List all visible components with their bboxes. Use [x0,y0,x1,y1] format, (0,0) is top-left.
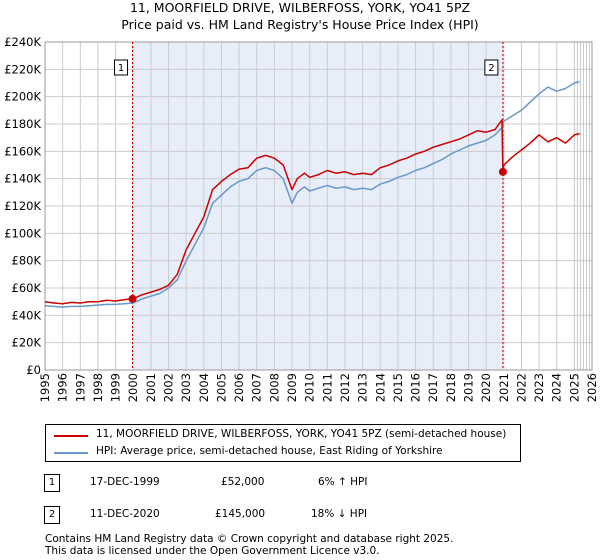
price-chart: £0 £20K £40K £60K £80K £100K £120K £140K £160K £1… [4,35,599,402]
transaction-row: 2 11-DEC-2020 £145,000 18% ↓ HPI [0,506,600,526]
y-tick-label: £40K [12,308,42,322]
x-tick-label: 2022 [514,373,528,402]
x-tick-label: 2013 [356,373,370,402]
x-tick-label: 2000 [126,373,140,402]
x-tick-label: 2026 [585,373,599,402]
y-tick-label: £100K [4,226,41,240]
y-tick-label: £80K [12,254,42,268]
y-tick-label: £140K [4,172,41,186]
x-tick-label: 2005 [214,373,228,402]
sale-marker-label: 1 [118,63,124,74]
x-tick-label: 2002 [162,373,176,402]
x-tick-label: 2019 [461,373,475,402]
transaction-number: 1 [44,474,60,492]
sale-point [498,167,507,176]
legend-hpi-line [54,452,88,454]
sale-marker-box [114,59,129,76]
y-tick-label: £120K [4,199,41,213]
transaction-date: 11-DEC-2020 [90,508,160,520]
x-tick-label: 1998 [91,373,105,402]
x-tick-label: 1995 [38,373,52,402]
footer-licence: This data is licensed under the Open Gov… [45,545,380,557]
x-tick-label: 2025 [567,373,581,402]
legend-hpi-label: HPI: Average price, semi-detached house,… [96,445,443,457]
hpi-line [44,80,580,308]
transaction-price: £145,000 [215,508,266,520]
sale-marker-label: 2 [488,63,494,74]
transaction-hpi-diff: 6% ↑ HPI [318,476,368,488]
x-tick-label: 1996 [56,373,70,402]
sale-point [128,294,137,303]
transaction-row: 1 17-DEC-1999 £52,000 6% ↑ HPI [0,474,600,494]
x-tick-label: 2016 [409,373,423,402]
y-tick-label: £160K [4,144,41,158]
plot-frame [44,41,593,371]
x-tick-label: 2006 [232,373,246,402]
y-tick-label: £20K [12,336,42,350]
x-tick-label: 2010 [303,373,317,402]
legend: 11, MOORFIELD DRIVE, WILBERFOSS, YORK, Y… [45,424,521,462]
x-tick-label: 2014 [373,373,387,402]
x-tick-label: 2011 [320,373,334,402]
legend-property-label: 11, MOORFIELD DRIVE, WILBERFOSS, YORK, Y… [96,428,507,440]
x-tick-label: 1997 [73,373,87,402]
x-tick-label: 2015 [391,373,405,402]
footer-copyright: Contains HM Land Registry data © Crown c… [45,533,454,545]
transaction-date: 17-DEC-1999 [90,476,160,488]
x-tick-label: 2004 [197,373,211,402]
x-tick-label: 2023 [532,373,546,402]
x-tick-label: 2008 [267,373,281,402]
x-tick-label: 2024 [550,373,564,402]
y-tick-label: £200K [4,90,41,104]
chart-subtitle: Price paid vs. HM Land Registry's House … [121,17,479,32]
y-tick-label: £180K [4,117,41,131]
x-tick-label: 2020 [479,373,493,402]
x-tick-label: 2009 [285,373,299,402]
y-tick-label: £60K [12,281,42,295]
x-tick-label: 2018 [444,373,458,402]
y-tick-label: £240K [4,35,41,49]
x-tick-label: 2021 [497,373,511,402]
transaction-price: £52,000 [221,476,265,488]
y-tick-label: £220K [4,62,41,76]
x-tick-label: 2012 [338,373,352,402]
property-price-line [44,119,580,305]
transaction-number: 2 [44,506,60,524]
x-tick-label: 2001 [144,373,158,402]
x-tick-label: 2017 [426,373,440,402]
transaction-hpi-diff: 18% ↓ HPI [311,508,368,520]
x-tick-label: 2003 [179,373,193,402]
x-tick-label: 1999 [109,373,123,402]
sale-marker-box [484,59,499,76]
legend-property-line [54,435,88,437]
chart-title: 11, MOORFIELD DRIVE, WILBERFOSS, YORK, Y… [129,0,471,15]
y-tick-label: £0 [26,363,41,377]
x-tick-label: 2007 [250,373,264,402]
